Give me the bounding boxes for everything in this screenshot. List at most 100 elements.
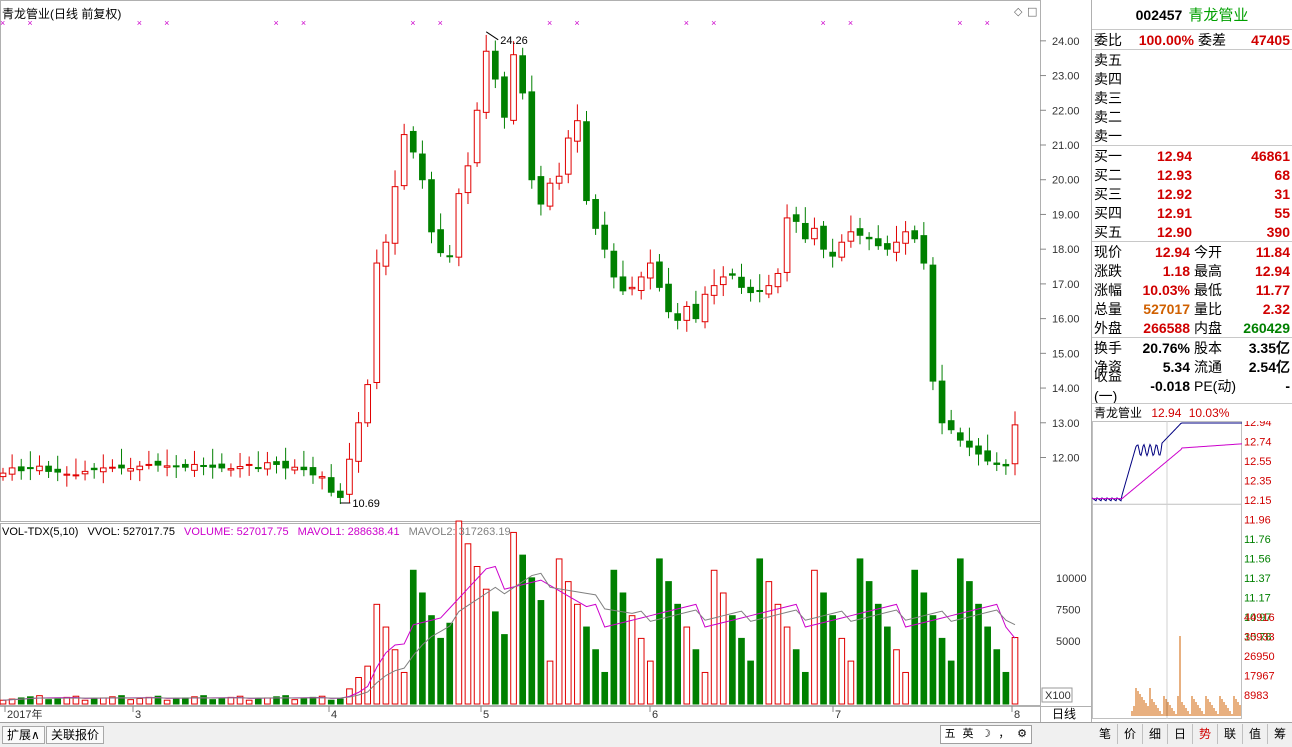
ime-button[interactable]: ， <box>998 728 1010 740</box>
volume-bar <box>337 698 344 705</box>
stat-value2: 12.94 <box>1254 262 1290 279</box>
candle-body <box>510 54 517 121</box>
volume-bar <box>674 603 681 705</box>
stat-label: 涨跌 <box>1094 262 1122 279</box>
candle-body <box>610 250 618 278</box>
vol-scale-box <box>1041 687 1073 703</box>
buy-row: 买二 12.93 68 <box>1092 165 1292 184</box>
stat-row: 总量 527017 量比 2.32 <box>1092 299 1292 318</box>
mini-price-tick: 11.96 <box>1244 515 1271 527</box>
volume-bar <box>27 696 34 705</box>
volume-bar <box>291 699 299 705</box>
candle-body <box>619 276 627 292</box>
volume-bar <box>81 699 89 705</box>
mini-price-tick: 12.74 <box>1244 437 1272 449</box>
candle <box>947 409 955 434</box>
period-label: 日线 <box>1052 707 1076 721</box>
buy-qty: 46861 <box>1251 147 1290 164</box>
volume-bar <box>510 531 517 705</box>
event-marker: × <box>27 18 32 28</box>
candle-body <box>400 134 408 187</box>
volume-bar <box>446 622 454 705</box>
mini-price-tick: 11.37 <box>1244 573 1271 585</box>
volume-bar <box>300 698 308 705</box>
volume-bar <box>236 695 244 705</box>
candle <box>1011 411 1019 476</box>
candle-body <box>45 465 52 472</box>
candle-body <box>27 467 34 470</box>
volume-bar <box>17 697 25 705</box>
volume-bar <box>619 592 627 705</box>
candle-body <box>245 463 253 466</box>
candle-body <box>382 241 390 267</box>
expand-button[interactable]: 扩展∧ <box>2 726 45 744</box>
tab-6[interactable]: 值 <box>1243 724 1268 744</box>
candle-body <box>409 130 417 153</box>
candle <box>956 427 964 447</box>
vol-indicator-name[interactable]: VOL-TDX(5,10) <box>2 526 79 538</box>
candle <box>911 225 919 243</box>
volume-bar <box>583 626 590 705</box>
ime-button[interactable]: ☽ <box>981 728 991 740</box>
stat-value: 266588 <box>1143 319 1190 336</box>
ime-toolbar[interactable]: 五英 ☽ ， ⚙ <box>940 725 1032 744</box>
candle <box>409 126 417 159</box>
volume-bar <box>856 558 864 705</box>
mini-price-tick: 10.78 <box>1244 632 1272 644</box>
mini-price-tick: 12.94 <box>1244 421 1272 429</box>
stock-name: 青龙管业 <box>1188 7 1249 24</box>
volume-bar <box>719 592 727 705</box>
tab-3[interactable]: 日 <box>1168 724 1193 744</box>
tab-2[interactable]: 细 <box>1143 724 1168 744</box>
intraday-mini-chart[interactable]: 12.94 12.74 12.55 12.35 12.15 11.96 11.76 11.56… <box>1092 421 1292 721</box>
volume-bar <box>218 698 226 705</box>
fin-label2: 股本 <box>1194 339 1222 356</box>
candle-body <box>628 286 636 290</box>
price-stats: 现价 12.94 今开 11.84 涨跌 1.18 最高 12.94 涨幅 10.03% 最低 11.… <box>1092 241 1292 337</box>
ime-button[interactable]: 五 <box>944 728 956 740</box>
candle <box>145 450 153 470</box>
candle-body <box>865 236 873 240</box>
volume-bar <box>765 581 773 705</box>
candle <box>209 448 217 479</box>
tab-0[interactable]: 笔 <box>1093 724 1118 744</box>
candle <box>519 47 527 100</box>
stat-value: 527017 <box>1143 300 1190 317</box>
tab-1[interactable]: 价 <box>1118 724 1143 744</box>
volume-bar <box>902 671 909 705</box>
candle <box>984 434 991 466</box>
candle-body <box>838 241 846 258</box>
candle-body <box>820 225 827 250</box>
candle <box>865 232 873 251</box>
candle-body <box>956 432 964 441</box>
tab-5[interactable]: 联 <box>1218 724 1243 744</box>
candle-body <box>437 229 444 254</box>
volume-bar <box>893 649 900 705</box>
ime-button[interactable]: ⚙ <box>1017 728 1027 740</box>
volume-bar <box>537 600 545 705</box>
stat-label2: 最高 <box>1194 262 1222 279</box>
volume-bar <box>36 695 43 705</box>
candle <box>893 225 900 262</box>
fin-label: 净资 <box>1094 358 1122 375</box>
tab-4[interactable]: 势 <box>1193 724 1218 744</box>
ime-button[interactable]: 英 <box>962 728 974 740</box>
candle-body <box>419 153 426 181</box>
weibi-label: 委比 <box>1094 31 1122 48</box>
candle <box>163 449 171 477</box>
candle <box>191 450 198 477</box>
volume-bar <box>656 558 663 705</box>
volume-bar <box>729 615 736 705</box>
candle-body <box>975 445 982 455</box>
kline-svg[interactable]: 24.00 23.00 22.00 21.00 20.00 19.00 18.00 17.00… <box>0 0 1092 722</box>
volume-bar <box>738 637 745 705</box>
candle <box>847 215 855 248</box>
candle <box>355 412 362 473</box>
volume-bar <box>975 603 982 705</box>
candle-body <box>90 467 98 471</box>
related-quotes-button[interactable]: 关联报价 <box>46 726 105 744</box>
candle <box>637 271 645 300</box>
tab-7[interactable]: 筹 <box>1268 724 1292 744</box>
kline-chart-area[interactable]: 24.00 23.00 22.00 21.00 20.00 19.00 18.00 17.00… <box>0 0 1092 722</box>
candle <box>318 471 326 490</box>
